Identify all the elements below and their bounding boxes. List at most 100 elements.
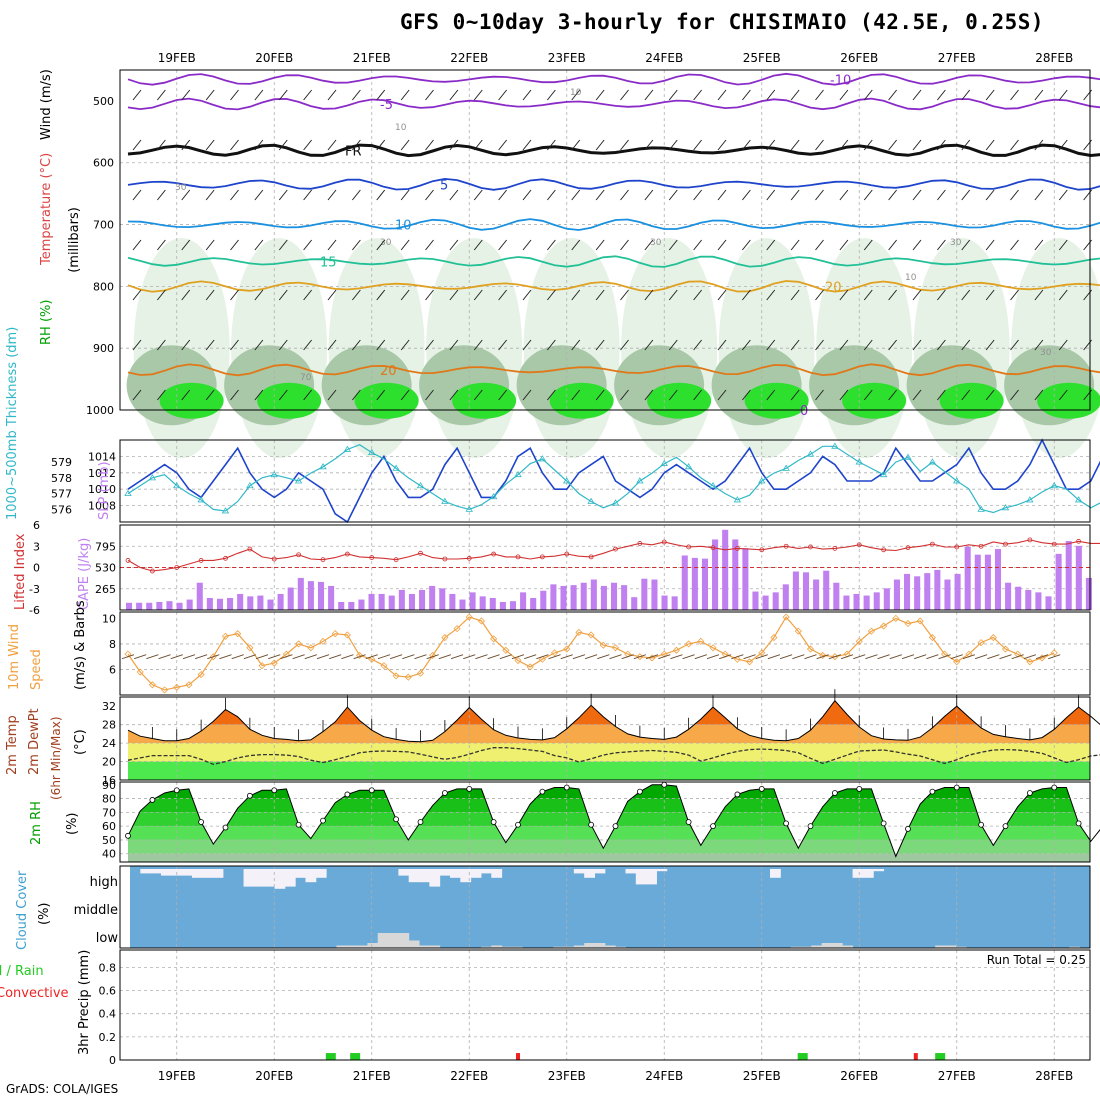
rh-tick: 60 xyxy=(102,820,116,833)
wind-speed-marker xyxy=(550,649,559,657)
wind-barb-10m xyxy=(365,654,378,660)
cloud-low-bar xyxy=(480,946,492,948)
wind-barb-10m xyxy=(767,654,781,660)
date-label-bottom: 27FEB xyxy=(938,1069,976,1083)
wind-barb-10m xyxy=(999,654,1012,660)
cloud-low-bar xyxy=(429,945,441,948)
cloud-low-bar xyxy=(821,943,833,948)
wind-barb xyxy=(815,89,824,101)
date-label-bottom: 28FEB xyxy=(1035,1069,1073,1083)
lifted-index-marker xyxy=(247,546,253,552)
rh-marker xyxy=(807,823,814,830)
wind-barb xyxy=(254,139,264,151)
wind-barb xyxy=(693,339,703,351)
wind-barb-10m xyxy=(121,654,135,660)
wind-barb xyxy=(1034,89,1044,101)
pressure-tick: 600 xyxy=(93,157,114,170)
lifted-index-marker xyxy=(759,547,765,553)
wind-barb xyxy=(668,389,678,401)
wind-barb xyxy=(230,289,239,301)
temperature-band xyxy=(128,761,1090,780)
cape-bar xyxy=(823,570,830,610)
wind-barb-10m xyxy=(219,654,232,660)
rh-band xyxy=(128,798,1090,813)
cape-bar xyxy=(126,602,133,610)
rh-shade-dark xyxy=(549,382,614,419)
wind-barb xyxy=(400,389,410,401)
wind-barb xyxy=(741,139,751,151)
wind-barb xyxy=(546,89,556,101)
precip-tick: 0.2 xyxy=(99,1031,117,1044)
wind-barb xyxy=(230,139,239,151)
wind-barb xyxy=(936,239,946,251)
wind-speed-marker xyxy=(953,658,961,666)
wind-speed-marker xyxy=(234,630,242,638)
wind-speed-marker xyxy=(526,663,534,671)
wind-barb xyxy=(230,389,239,401)
thickness-marker xyxy=(441,497,449,504)
wind-barb xyxy=(936,389,946,401)
thickness-marker xyxy=(489,492,498,500)
slp-tick: 1010 xyxy=(88,483,116,496)
wind-barb-10m xyxy=(597,654,610,660)
rh-band xyxy=(128,839,1090,854)
lifted-index-marker xyxy=(905,545,911,551)
cape-bar xyxy=(914,576,921,610)
wind-barb xyxy=(303,139,313,151)
wind-speed-marker xyxy=(806,645,815,653)
wind-speed-axis-label: Speed xyxy=(29,649,44,690)
thickness-marker xyxy=(563,477,571,484)
cape-bar xyxy=(358,599,365,610)
wind-side-label: Wind (m/s) xyxy=(39,69,54,140)
wind-barb xyxy=(961,239,971,251)
rh-marker xyxy=(588,821,595,828)
wind-barb xyxy=(449,289,459,301)
wind-barb xyxy=(888,139,898,151)
wind-barb xyxy=(1034,289,1044,301)
cape-bar xyxy=(257,595,264,610)
cape-bar xyxy=(934,569,941,610)
lifted-index-marker xyxy=(223,555,228,561)
lifted-index-marker xyxy=(978,543,984,549)
rh-marker xyxy=(393,816,400,823)
wind-barb xyxy=(132,289,142,301)
cape-bar xyxy=(156,601,163,610)
rh-marker xyxy=(929,788,936,795)
wind-barb-10m xyxy=(779,654,793,660)
wind-barb xyxy=(205,89,215,101)
cape-tick: 530 xyxy=(95,562,116,575)
wind-speed-marker xyxy=(733,655,741,663)
wind-barb-10m xyxy=(584,654,598,660)
wind-barb xyxy=(1010,139,1019,151)
wind-speed-marker xyxy=(794,627,802,635)
thickness-marker xyxy=(148,474,157,481)
cloud-high-gap xyxy=(584,869,596,878)
cloud-low-bar xyxy=(408,940,420,948)
wind-barb-10m xyxy=(316,654,330,660)
cape-bar xyxy=(792,571,799,610)
wind-speed-marker xyxy=(855,637,863,645)
wind-barb xyxy=(839,89,849,101)
wind-barb xyxy=(668,139,678,151)
wind-barb-10m xyxy=(950,654,963,660)
wind-barb-10m xyxy=(572,654,586,660)
cloud-high-gap xyxy=(253,869,265,887)
cape-bar xyxy=(206,597,213,610)
cape-bar xyxy=(459,599,466,610)
cape-bar xyxy=(813,579,820,610)
cloud-low-bar xyxy=(398,933,410,948)
cloud-high-gap xyxy=(439,869,451,876)
wind-barb xyxy=(449,189,459,201)
wind-barb xyxy=(888,339,898,351)
cape-bar xyxy=(378,593,385,610)
wind-barb xyxy=(961,289,971,301)
wind-barb xyxy=(522,239,532,251)
wind-barb xyxy=(425,289,434,301)
cape-bar xyxy=(449,593,456,610)
wind-barb xyxy=(863,189,873,201)
wind-barb-10m xyxy=(524,654,537,660)
wind-barb xyxy=(839,139,849,151)
thickness-marker xyxy=(416,481,425,489)
wind-barb xyxy=(1058,389,1068,401)
wind-speed-tick: 8 xyxy=(109,638,116,651)
